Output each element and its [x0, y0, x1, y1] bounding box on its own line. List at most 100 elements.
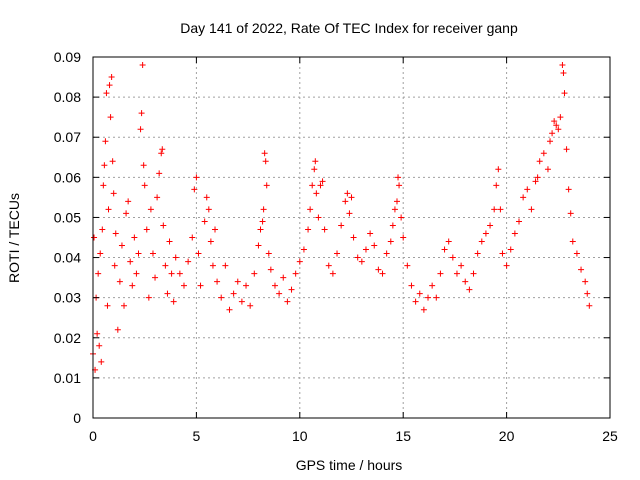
data-point [584, 290, 591, 297]
data-point [491, 206, 498, 213]
data-point [261, 150, 268, 157]
data-point [195, 250, 202, 257]
data-point [116, 278, 123, 285]
y-tick-label: 0.06 [54, 169, 81, 185]
x-tick-label: 25 [602, 428, 618, 444]
data-point [111, 262, 118, 269]
data-point [158, 150, 165, 157]
data-point [209, 262, 216, 269]
x-tick-label: 5 [193, 428, 201, 444]
data-point [212, 226, 219, 233]
data-point [102, 138, 109, 145]
data-point [387, 238, 394, 245]
data-point [578, 266, 585, 273]
data-point [255, 242, 262, 249]
data-point [230, 290, 237, 297]
data-point [139, 62, 146, 69]
data-point [367, 230, 374, 237]
data-point [107, 114, 114, 121]
data-point [123, 210, 130, 217]
data-point [133, 270, 140, 277]
data-point [145, 294, 152, 301]
data-point [189, 234, 196, 241]
data-point [154, 194, 161, 201]
y-tick-labels: 0 0.01 0.02 0.03 0.04 0.05 0.06 0.07 0.08 0.09 [54, 49, 81, 426]
data-point [532, 178, 539, 185]
data-point [131, 234, 138, 241]
data-point [168, 270, 175, 277]
y-axis-label: ROTI / TECUs [6, 193, 22, 283]
data-point [214, 278, 221, 285]
x-tick-labels: 0 5 10 15 20 25 [89, 428, 618, 444]
data-point [149, 250, 156, 257]
data-point [162, 262, 169, 269]
data-point [462, 278, 469, 285]
data-point [103, 90, 110, 97]
data-point [234, 278, 241, 285]
data-point [309, 182, 316, 189]
data-point [398, 214, 405, 221]
x-axis-label: GPS time / hours [296, 457, 403, 473]
data-point [346, 210, 353, 217]
data-point [185, 258, 192, 265]
data-point [125, 198, 132, 205]
data-point [140, 162, 147, 169]
data-point [547, 138, 554, 145]
data-point [437, 270, 444, 277]
data-point [193, 174, 200, 181]
data-point [317, 182, 324, 189]
data-point [338, 222, 345, 229]
data-point [164, 290, 171, 297]
data-point [482, 230, 489, 237]
data-point [569, 238, 576, 245]
data-point [348, 194, 355, 201]
data-point [104, 302, 111, 309]
data-point [91, 234, 98, 241]
plot-frame [92, 56, 611, 419]
data-point [138, 110, 145, 117]
data-point [329, 270, 336, 277]
data-point [99, 226, 106, 233]
axis-ticks [92, 56, 611, 419]
data-point [470, 270, 477, 277]
data-point [106, 82, 113, 89]
data-point [503, 262, 510, 269]
data-point [449, 254, 456, 261]
grid-lines [93, 57, 610, 418]
data-point [362, 246, 369, 253]
data-point [493, 182, 500, 189]
data-point [118, 242, 125, 249]
data-point [135, 250, 142, 257]
data-point [358, 258, 365, 265]
data-point [325, 262, 332, 269]
data-point [267, 266, 274, 273]
data-point [458, 262, 465, 269]
data-point [238, 298, 245, 305]
data-point [516, 218, 523, 225]
data-point [95, 270, 102, 277]
data-point [497, 206, 504, 213]
data-point [453, 270, 460, 277]
data-point [143, 226, 150, 233]
data-point [296, 258, 303, 265]
y-tick-label: 0.07 [54, 129, 81, 145]
data-point [172, 254, 179, 261]
data-point [288, 286, 295, 293]
data-point [260, 206, 267, 213]
data-point [160, 222, 167, 229]
data-point [560, 70, 567, 77]
data-point [445, 238, 452, 245]
data-point [251, 270, 258, 277]
y-tick-label: 0.04 [54, 250, 81, 266]
data-point [176, 270, 183, 277]
data-point [284, 298, 291, 305]
y-tick-label: 0.01 [54, 370, 81, 386]
data-point [129, 282, 136, 289]
data-point [379, 270, 386, 277]
data-point [511, 230, 518, 237]
data-point [276, 290, 283, 297]
data-point [551, 118, 558, 125]
data-point [375, 266, 382, 273]
data-point [425, 294, 432, 301]
